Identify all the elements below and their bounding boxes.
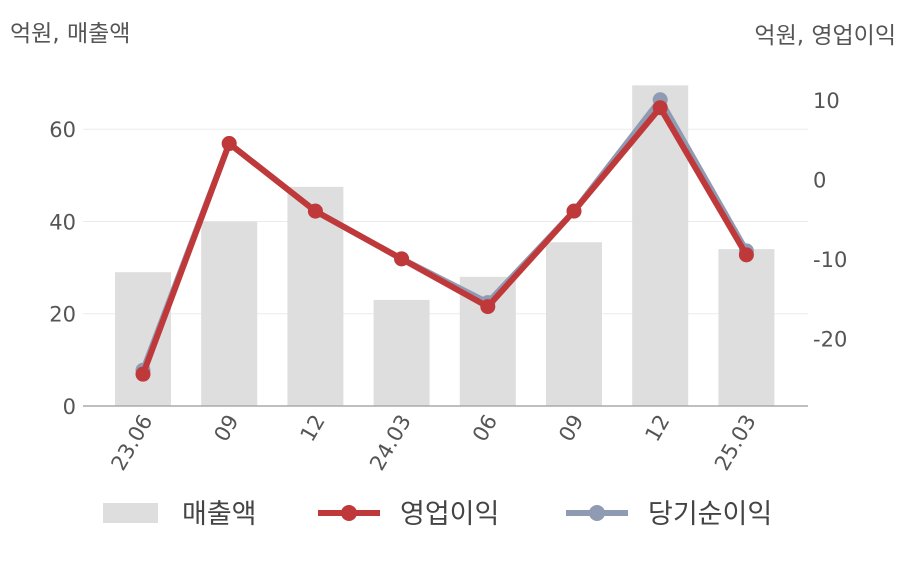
x-axis-ticks: 23.06 09 12 24.03 06 09 12 25.03 <box>106 411 760 475</box>
x-axis-tick-label: 09 <box>554 411 588 446</box>
left-axis-tick-label: 20 <box>49 303 76 327</box>
left-axis-ticks: 0 20 40 60 <box>49 118 76 419</box>
x-axis-tick-label: 06 <box>468 411 502 446</box>
revenue-bar <box>115 272 171 406</box>
legend-label-revenue: 매출액 <box>182 499 257 530</box>
right-axis-ticks: 10 0 -10 -20 <box>813 89 847 352</box>
right-axis-tick-label: -10 <box>813 248 847 272</box>
profit-lines <box>135 92 754 382</box>
x-axis-tick-label: 12 <box>296 411 330 446</box>
operating-profit-line <box>140 104 750 378</box>
left-axis-unit-label: 억원, 매출액 <box>10 21 131 47</box>
right-axis-tick-label: 0 <box>813 168 826 192</box>
legend-marker-net-income <box>589 505 605 521</box>
left-axis-tick-label: 60 <box>49 118 76 142</box>
operating-profit-point <box>394 251 410 267</box>
x-axis-tick-label: 12 <box>640 411 674 446</box>
left-axis-tick-label: 40 <box>49 210 76 234</box>
revenue-bar <box>373 299 430 406</box>
left-axis-tick-label: 0 <box>63 395 76 419</box>
legend-swatch-revenue <box>103 503 158 523</box>
operating-profit-point <box>307 203 323 219</box>
legend-label-net-income: 당기순이익 <box>648 499 772 530</box>
right-axis-tick-label: -20 <box>813 327 847 351</box>
legend: 매출액 영업이익 당기순이익 <box>103 499 772 530</box>
legend-label-operating-profit: 영업이익 <box>400 499 499 530</box>
legend-marker-operating-profit <box>341 505 357 521</box>
operating-profit-point <box>738 247 754 263</box>
revenue-bar <box>546 242 602 406</box>
x-axis-tick-label: 09 <box>209 411 243 446</box>
revenue-bar <box>201 221 258 406</box>
operating-profit-point <box>135 366 151 382</box>
operating-profit-point <box>480 299 496 315</box>
revenue-bar <box>718 249 775 406</box>
right-axis-tick-label: 10 <box>813 89 840 113</box>
operating-profit-point <box>566 203 582 219</box>
operating-profit-point <box>221 136 237 152</box>
x-axis-tick-label: 23.06 <box>106 411 157 475</box>
x-axis-tick-label: 24.03 <box>365 411 416 475</box>
revenue-bars <box>115 85 775 406</box>
operating-profit-point <box>652 100 668 116</box>
right-axis-unit-label: 억원, 영업이익 <box>754 23 896 49</box>
x-axis-tick-label: 25.03 <box>710 411 761 475</box>
